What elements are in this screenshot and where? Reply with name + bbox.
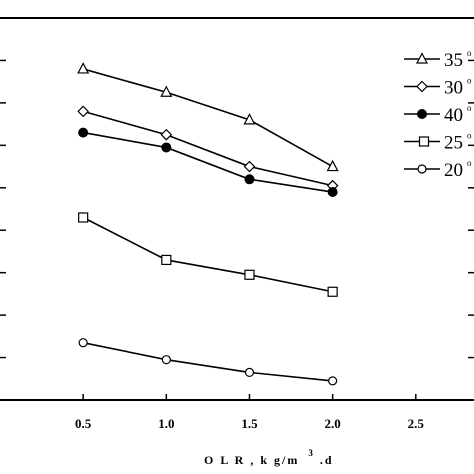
x-axis-title: O L R , k g/m 3 .d xyxy=(204,445,334,467)
x-axis-title-main: O L R , k g/m xyxy=(204,453,299,467)
series-line-20 xyxy=(82,341,333,382)
legend-label-30: 30 xyxy=(444,78,463,99)
data-point-35-0 xyxy=(77,62,90,74)
data-point-40-3 xyxy=(327,187,338,198)
data-point-25-3 xyxy=(327,286,338,297)
data-point-20-2 xyxy=(244,367,255,378)
data-point-30-0 xyxy=(77,105,90,118)
x-axis-title-tail: .d xyxy=(320,453,334,467)
legend-degree-25: o xyxy=(467,131,472,141)
legend-degree-35: o xyxy=(467,48,472,58)
data-point-35-3 xyxy=(326,159,339,172)
data-point-25-2 xyxy=(244,269,255,280)
data-point-40-0 xyxy=(78,127,89,138)
legend-marker-20 xyxy=(417,164,427,174)
y-axis-ticks xyxy=(0,59,474,359)
legend-degree-40: o xyxy=(467,103,472,113)
series-line-35 xyxy=(82,68,334,168)
legend-degree-20: o xyxy=(467,158,472,168)
x-tick-label-3: 2.0 xyxy=(325,416,341,431)
data-point-25-1 xyxy=(161,254,172,266)
legend-label-40: 40 xyxy=(444,105,463,126)
data-point-25-0 xyxy=(78,212,89,223)
data-point-30-1 xyxy=(160,128,173,141)
legend-marker-25 xyxy=(418,136,430,147)
data-point-30-2 xyxy=(243,160,256,173)
series-line-30 xyxy=(82,110,333,187)
plot-frame xyxy=(0,17,474,401)
data-point-40-2 xyxy=(244,174,255,185)
x-tick-label-1: 1.0 xyxy=(158,416,174,431)
legend-label-20: 20 xyxy=(444,160,463,181)
legend-marker-30 xyxy=(416,80,428,93)
series-line-25 xyxy=(82,216,333,293)
x-axis-ticks: 0.5 1.0 1.5 2.0 2.5 xyxy=(75,394,424,431)
data-point-35-1 xyxy=(160,85,173,97)
data-point-20-3 xyxy=(328,376,338,386)
x-tick-label-0: 0.5 xyxy=(75,416,92,431)
x-tick-label-4: 2.5 xyxy=(408,416,425,431)
legend-degree-30: o xyxy=(467,76,472,86)
series-line-40 xyxy=(83,131,333,193)
data-point-20-1 xyxy=(161,355,171,365)
legend-marker-40 xyxy=(417,109,427,119)
series-group xyxy=(77,62,339,386)
legend-label-35: 35 xyxy=(444,50,463,71)
x-axis-title-superscript: 3 xyxy=(308,448,315,458)
data-point-20-0 xyxy=(78,338,88,348)
legend-marker-35 xyxy=(416,52,428,64)
legend: 35 o 30 o 40 o 25 o 20 o xyxy=(404,48,472,181)
data-point-40-1 xyxy=(161,142,172,153)
data-point-35-2 xyxy=(243,113,256,125)
x-tick-label-2: 1.5 xyxy=(241,416,258,431)
legend-label-25: 25 xyxy=(444,133,463,154)
